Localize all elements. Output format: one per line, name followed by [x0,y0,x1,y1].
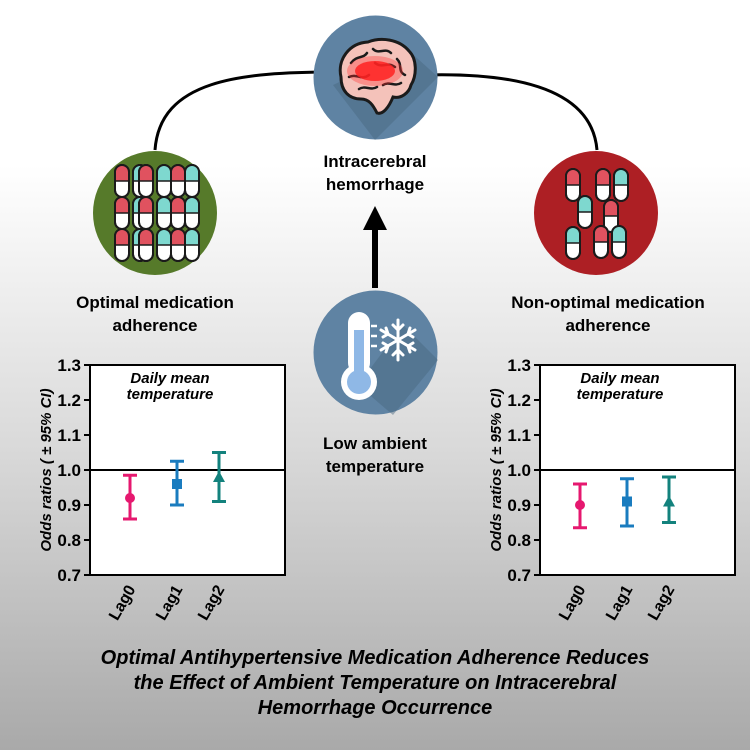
capsule-icon [156,164,172,198]
y-tick-label: 1.3 [57,356,81,375]
brain-circle [313,15,438,140]
left-node-label: Optimal medication adherence [76,293,234,335]
chart-annotation: Daily mean [580,370,659,387]
y-axis-label: Odds ratios ( ± 95% CI) [488,388,505,551]
x-tick-label: Lag1 [153,582,186,623]
y-tick-label: 1.1 [57,426,81,445]
y-tick-label: 0.8 [507,531,531,550]
capsule-icon [565,226,581,260]
connector-left [153,70,336,151]
capsule-icon [138,196,154,230]
y-tick-label: 1.1 [507,426,531,445]
capsule-icon [565,168,581,202]
data-point-lag0 [573,482,587,530]
data-point-lag1 [620,477,634,528]
y-tick-label: 0.9 [507,496,531,515]
y-tick-label: 1.0 [57,461,81,480]
y-tick-label: 0.7 [507,566,531,585]
chart-annotation: temperature [577,386,664,403]
data-point-lag2 [212,451,226,503]
x-tick-label: Lag0 [106,582,139,623]
pills-icon [534,151,658,275]
non-optimal-adherence-circle [533,150,659,276]
chart-annotation: Daily mean [130,370,209,387]
y-tick-label: 1.3 [507,356,531,375]
x-tick-label: Lag2 [195,582,228,623]
capsule-icon [611,225,627,259]
connector-right [421,73,599,151]
capsule-icon [184,228,200,262]
snowflake-icon [379,318,417,362]
temperature-graphic [313,290,438,415]
capsule-icon [114,196,130,230]
marker-circle [575,500,585,510]
marker-circle [125,493,135,503]
capsule-icon [138,228,154,262]
data-point-lag1 [170,459,184,507]
capsule-icon [184,164,200,198]
y-tick-label: 0.8 [57,531,81,550]
marker-square [622,496,632,507]
marker-triangle [663,495,675,507]
x-tick-label: Lag0 [556,582,589,623]
capsule-icon [184,196,200,230]
y-tick-label: 1.2 [507,391,531,410]
thermometer-icon [341,312,377,400]
optimal-adherence-circle [92,150,218,276]
y-tick-label: 1.0 [507,461,531,480]
capsule-icon [603,199,619,233]
marker-triangle [213,471,225,482]
capsule-icon [114,228,130,262]
capsule-icon [593,225,609,259]
marker-square [172,479,182,489]
up-arrow [363,206,387,288]
right-node-label: Non-optimal medication adherence [511,293,705,335]
data-point-lag2 [662,475,676,524]
y-tick-label: 1.2 [57,391,81,410]
x-tick-label: Lag1 [603,582,636,623]
data-point-lag0 [123,473,137,521]
y-tick-label: 0.9 [57,496,81,515]
x-tick-label: Lag2 [645,582,678,623]
capsule-icon [138,164,154,198]
y-tick-label: 0.7 [57,566,81,585]
capsule-icon [170,164,186,198]
capsule-icon [170,196,186,230]
capsule-icon [156,228,172,262]
thermometer-circle [313,290,438,415]
y-axis-label: Odds ratios ( ± 95% CI) [38,388,55,551]
capsule-icon [613,168,629,202]
center-node-label: Low ambient temperature [323,434,427,476]
capsule-icon [114,164,130,198]
capsule-icon [170,228,186,262]
capsule-icon [595,168,611,202]
top-node-label: Intracerebral hemorrhage [323,152,427,194]
footer-caption: Optimal Antihypertensive Medication Adhe… [100,647,650,719]
capsule-icon [577,195,593,229]
capsule-icon [156,196,172,230]
brain-icon [313,15,438,140]
chart-annotation: temperature [127,386,214,403]
pills-icon [93,151,217,275]
